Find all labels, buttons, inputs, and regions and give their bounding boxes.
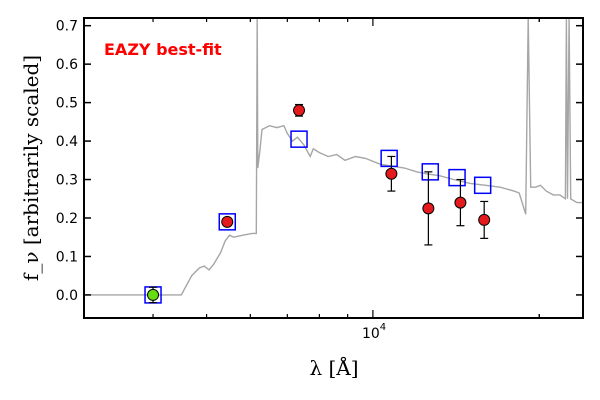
observed-marker	[478, 213, 491, 226]
model-box-3	[380, 149, 398, 168]
y-tick-label: 0.5	[56, 96, 78, 112]
observed-point-0	[147, 286, 160, 304]
observed-marker	[221, 215, 234, 228]
model-box-1	[218, 213, 237, 231]
y-tick-label: 0.7	[56, 19, 78, 35]
observed-marker	[385, 167, 398, 180]
x-axis-label: λ [Å]	[309, 355, 358, 380]
model-box-2	[290, 130, 308, 148]
observed-marker	[293, 104, 306, 117]
observed-point-5	[454, 178, 467, 227]
x-tick-label: 10	[362, 326, 380, 342]
y-tick-label: 0.3	[56, 173, 78, 189]
annotation-label: EAZY best-fit	[104, 40, 222, 59]
y-tick-label: 0.1	[56, 249, 78, 265]
y-tick-label: 0.6	[56, 57, 78, 73]
observed-point-1	[221, 215, 234, 228]
plot-frame	[83, 17, 584, 319]
observed-marker	[422, 202, 435, 215]
model-box-5	[448, 168, 466, 187]
model-box-4	[421, 163, 440, 181]
template-spectrum-line	[84, 18, 583, 296]
y-tick-label: 0.4	[56, 134, 78, 150]
observed-marker	[147, 288, 160, 301]
observed-point-2	[293, 103, 306, 117]
model-box-6	[473, 176, 492, 195]
y-tick-label: 0.2	[56, 211, 78, 227]
observed-point-4	[422, 171, 435, 246]
y-tick-label: 0.0	[56, 288, 78, 304]
observed-point-6	[478, 200, 491, 239]
y-axis-label: f_ν [arbitrarily scaled]	[19, 55, 43, 281]
x-tick-label-exponent: 4	[380, 322, 386, 333]
observed-marker	[454, 196, 467, 209]
observed-point-3	[385, 155, 398, 192]
